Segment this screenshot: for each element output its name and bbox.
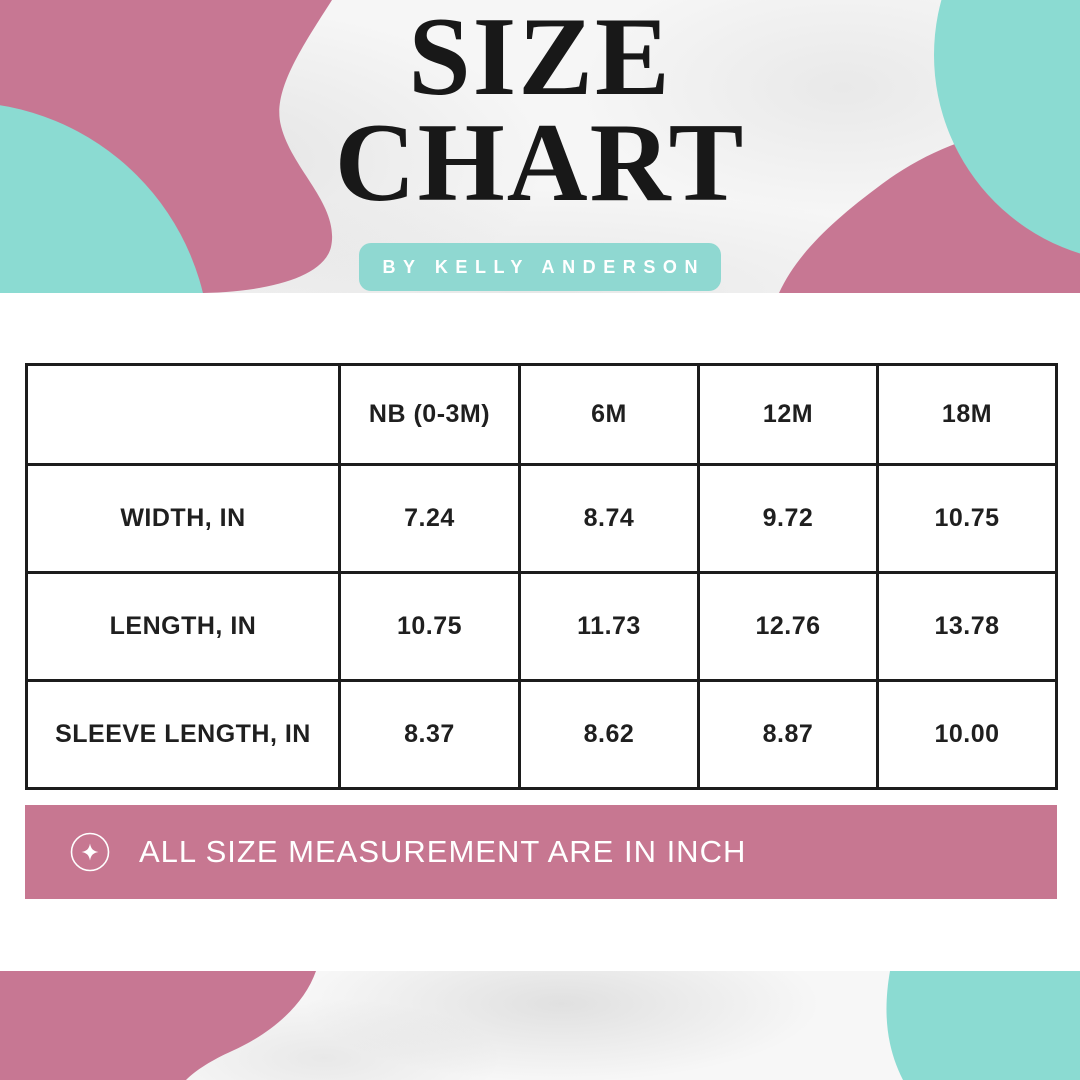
footer-decoration xyxy=(0,971,1080,1080)
teal-shape-bottom-right xyxy=(886,971,1080,1080)
size-table: NB (0-3M) 6M 12M 18M WIDTH, IN 7.24 8.74… xyxy=(25,363,1058,790)
cell-sleeve-18m: 10.00 xyxy=(876,679,1058,790)
row-label-width: WIDTH, IN xyxy=(25,463,341,574)
cell-length-18m: 13.78 xyxy=(876,571,1058,682)
cell-length-6m: 11.73 xyxy=(518,571,700,682)
row-label-sleeve-length: SLEEVE LENGTH, IN xyxy=(25,679,341,790)
byline-text: BY KELLY ANDERSON xyxy=(382,256,706,277)
note-text: ALL SIZE MEASUREMENT ARE IN INCH xyxy=(139,834,747,869)
col-header-nb-0-3m: NB (0-3M) xyxy=(338,363,521,466)
byline-badge: BY KELLY ANDERSON xyxy=(359,243,721,291)
cell-width-6m: 8.74 xyxy=(518,463,700,574)
sparkle-icon xyxy=(70,832,110,872)
table-row-sleeve-length: SLEEVE LENGTH, IN 8.37 8.62 8.87 10.00 xyxy=(25,679,1058,790)
cell-width-nb: 7.24 xyxy=(338,463,521,574)
page-title: SIZE CHART xyxy=(0,0,1080,225)
cell-length-12m: 12.76 xyxy=(697,571,879,682)
page-title-line1: SIZE xyxy=(408,0,672,119)
table-row-width: WIDTH, IN 7.24 8.74 9.72 10.75 xyxy=(25,463,1058,574)
col-header-12m: 12M xyxy=(697,363,879,466)
row-label-length: LENGTH, IN xyxy=(25,571,341,682)
cell-sleeve-6m: 8.62 xyxy=(518,679,700,790)
footer-band xyxy=(0,971,1080,1080)
cell-width-18m: 10.75 xyxy=(876,463,1058,574)
table-row-length: LENGTH, IN 10.75 11.73 12.76 13.78 xyxy=(25,571,1058,682)
cell-sleeve-12m: 8.87 xyxy=(697,679,879,790)
teal-circle-bottom-left xyxy=(0,105,203,293)
page-title-line2: CHART xyxy=(334,101,746,225)
teal-circle-top-right xyxy=(934,0,1080,254)
cell-width-12m: 9.72 xyxy=(697,463,879,574)
pink-blob-bottom-left xyxy=(0,971,316,1080)
col-header-6m: 6M xyxy=(518,363,700,466)
header-band: SIZE CHART BY KELLY ANDERSON xyxy=(0,0,1080,293)
cell-sleeve-nb: 8.37 xyxy=(338,679,521,790)
col-header-18m: 18M xyxy=(876,363,1058,466)
table-header-row: NB (0-3M) 6M 12M 18M xyxy=(25,363,1058,466)
col-header-empty xyxy=(25,363,341,466)
cell-length-nb: 10.75 xyxy=(338,571,521,682)
header-decoration xyxy=(0,0,1080,293)
note-banner: ALL SIZE MEASUREMENT ARE IN INCH xyxy=(25,805,1057,899)
